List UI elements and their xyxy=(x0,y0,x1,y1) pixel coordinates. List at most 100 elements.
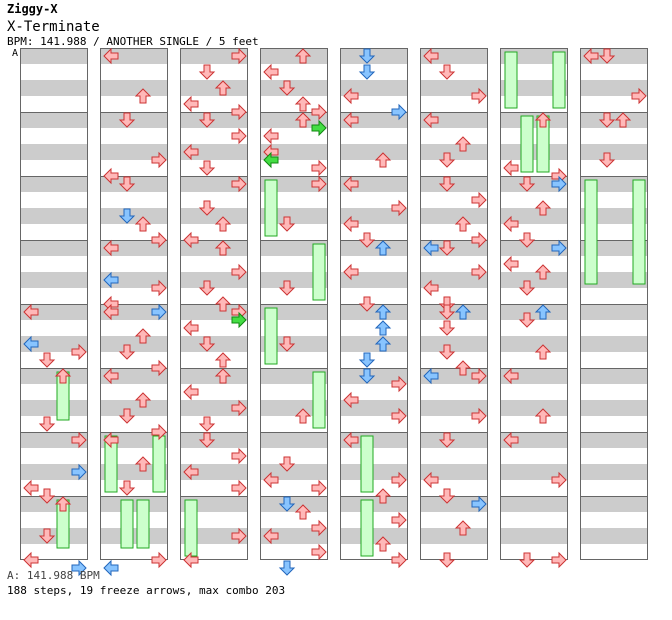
freeze-arrow xyxy=(552,51,566,109)
right-arrow-icon xyxy=(311,159,327,177)
right-arrow-icon xyxy=(151,151,167,169)
up-arrow-icon xyxy=(134,456,152,472)
right-arrow-icon xyxy=(311,543,327,561)
beat-stripe xyxy=(580,304,648,320)
beat-stripe xyxy=(580,496,648,512)
right-arrow-icon xyxy=(151,303,167,321)
up-arrow-icon xyxy=(294,112,312,128)
down-arrow-icon xyxy=(518,176,536,192)
beat-stripe xyxy=(500,400,568,416)
up-arrow-icon xyxy=(374,304,392,320)
left-arrow-icon xyxy=(263,127,279,145)
beat-stripe xyxy=(260,432,328,448)
up-arrow-icon xyxy=(214,296,232,312)
down-arrow-icon xyxy=(358,368,376,384)
right-arrow-icon xyxy=(151,359,167,377)
down-arrow-icon xyxy=(358,64,376,80)
left-arrow-icon xyxy=(183,551,199,569)
down-arrow-icon xyxy=(198,200,216,216)
beat-stripe xyxy=(500,208,568,224)
beat-stripe xyxy=(500,368,568,384)
up-arrow-icon xyxy=(534,264,552,280)
down-arrow-icon xyxy=(198,416,216,432)
beat-stripe xyxy=(100,80,168,96)
freeze-arrow xyxy=(152,435,166,493)
beat-stripe xyxy=(340,400,408,416)
right-arrow-icon xyxy=(391,511,407,529)
beat-stripe xyxy=(180,272,248,288)
down-arrow-icon xyxy=(438,64,456,80)
left-arrow-icon xyxy=(503,367,519,385)
beat-stripe xyxy=(260,112,328,128)
down-arrow-icon xyxy=(438,176,456,192)
down-arrow-icon xyxy=(518,552,536,568)
beat-stripe xyxy=(180,80,248,96)
left-arrow-icon xyxy=(423,367,439,385)
column-border xyxy=(180,48,248,560)
up-arrow-icon xyxy=(294,96,312,112)
left-arrow-icon xyxy=(263,151,279,169)
beat-stripe xyxy=(20,240,88,256)
beat-stripe xyxy=(260,400,328,416)
up-arrow-icon xyxy=(454,304,472,320)
beat-stripe xyxy=(420,48,488,64)
beat-stripe xyxy=(500,144,568,160)
left-arrow-icon xyxy=(103,167,119,185)
right-arrow-icon xyxy=(151,551,167,569)
right-arrow-icon xyxy=(71,559,87,577)
left-arrow-icon xyxy=(263,471,279,489)
beat-stripe xyxy=(20,304,88,320)
left-arrow-icon xyxy=(263,63,279,81)
right-arrow-icon xyxy=(471,191,487,209)
right-arrow-icon xyxy=(231,47,247,65)
right-arrow-icon xyxy=(471,87,487,105)
beat-stripe xyxy=(20,48,88,64)
down-arrow-icon xyxy=(198,336,216,352)
beat-stripe xyxy=(180,208,248,224)
column-border xyxy=(100,48,168,560)
freeze-arrow xyxy=(632,179,646,285)
freeze-arrow xyxy=(504,51,518,109)
right-arrow-icon xyxy=(551,551,567,569)
right-arrow-icon xyxy=(391,375,407,393)
beat-stripe xyxy=(580,368,648,384)
beat-stripe xyxy=(100,528,168,544)
left-arrow-icon xyxy=(343,263,359,281)
beat-stripe xyxy=(420,80,488,96)
beat-stripe xyxy=(340,80,408,96)
down-arrow-icon xyxy=(278,280,296,296)
beat-stripe xyxy=(500,432,568,448)
down-arrow-icon xyxy=(278,456,296,472)
left-arrow-icon xyxy=(103,431,119,449)
left-arrow-icon xyxy=(183,383,199,401)
left-arrow-icon xyxy=(503,255,519,273)
beat-stripe xyxy=(340,304,408,320)
left-arrow-icon xyxy=(103,303,119,321)
beat-stripe xyxy=(500,272,568,288)
up-arrow-icon xyxy=(374,240,392,256)
left-arrow-icon xyxy=(23,551,39,569)
down-arrow-icon xyxy=(118,112,136,128)
up-arrow-icon xyxy=(214,216,232,232)
column-border xyxy=(340,48,408,560)
left-arrow-icon xyxy=(183,95,199,113)
freeze-arrow xyxy=(520,115,534,173)
beat-stripe xyxy=(20,272,88,288)
beat-stripe xyxy=(420,496,488,512)
chart-info: BPM: 141.988 / ANOTHER SINGLE / 5 feet xyxy=(7,35,259,48)
left-arrow-icon xyxy=(103,47,119,65)
up-arrow-icon xyxy=(534,408,552,424)
beat-stripe xyxy=(20,336,88,352)
right-arrow-icon xyxy=(151,231,167,249)
down-arrow-icon xyxy=(438,552,456,568)
beat-stripe xyxy=(580,432,648,448)
beat-stripe xyxy=(260,368,328,384)
down-arrow-icon xyxy=(278,496,296,512)
right-arrow-icon xyxy=(391,407,407,425)
beat-stripe xyxy=(340,496,408,512)
beat-stripe xyxy=(500,304,568,320)
left-arrow-icon xyxy=(183,143,199,161)
left-arrow-icon xyxy=(423,239,439,257)
beat-stripe xyxy=(180,240,248,256)
left-arrow-icon xyxy=(103,367,119,385)
